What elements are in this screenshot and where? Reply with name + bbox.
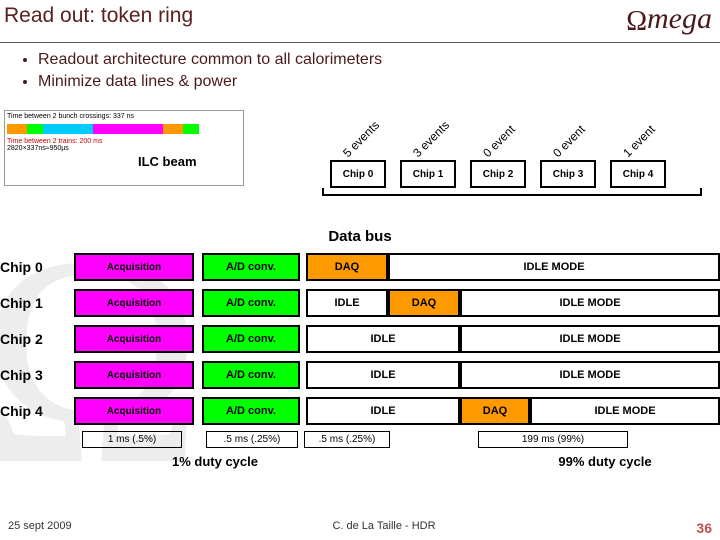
- chip-box: Chip 4: [610, 160, 666, 188]
- chip-box: Chip 2: [470, 160, 526, 188]
- idle-cell: IDLE MODE: [460, 325, 720, 353]
- row-label: Chip 3: [0, 361, 74, 389]
- table-row: Chip 4 Acquisition A/D conv. IDLE DAQ ID…: [0, 397, 720, 425]
- event-label: 3 events: [410, 118, 452, 160]
- row-label: Chip 2: [0, 325, 74, 353]
- bullet-list: Readout architecture common to all calor…: [0, 47, 720, 92]
- footer-center: C. de La Taille - HDR: [332, 520, 435, 536]
- timing-adc: .5 ms (.25%): [206, 431, 298, 448]
- daq-cell: DAQ: [460, 397, 530, 425]
- row-label: Chip 4: [0, 397, 74, 425]
- bullet-item: Readout architecture common to all calor…: [38, 49, 720, 71]
- logo-text: mega: [647, 2, 712, 35]
- bus-bracket: [322, 188, 702, 196]
- idle-cell: IDLE MODE: [388, 253, 720, 281]
- daq-cell: DAQ: [306, 253, 388, 281]
- table-row: Chip 3 Acquisition A/D conv. IDLE IDLE M…: [0, 361, 720, 389]
- table-row: Chip 2 Acquisition A/D conv. IDLE IDLE M…: [0, 325, 720, 353]
- acq-cell: Acquisition: [74, 325, 194, 353]
- event-label: 0 event: [480, 122, 518, 160]
- table-row: Chip 1 Acquisition A/D conv. IDLE DAQ ID…: [0, 289, 720, 317]
- chip-box: Chip 1: [400, 160, 456, 188]
- timing-legend: 1 ms (.5%) .5 ms (.25%) .5 ms (.25%) 199…: [0, 431, 720, 448]
- omega-icon: Ω: [626, 6, 647, 37]
- chip-box: Chip 0: [330, 160, 386, 188]
- row-label: Chip 1: [0, 289, 74, 317]
- acq-cell: Acquisition: [74, 253, 194, 281]
- timing-daq: .5 ms (.25%): [304, 431, 390, 448]
- duty-cycle-row: 1% duty cycle 99% duty cycle: [0, 454, 720, 469]
- timing-acq: 1 ms (.5%): [82, 431, 182, 448]
- data-bus-label: Data bus: [0, 228, 720, 245]
- beam-caption: Time between 2 trains: 200 ms: [7, 138, 241, 145]
- adc-cell: A/D conv.: [202, 253, 300, 281]
- beam-caption: Time between 2 bunch crossings: 337 ns: [7, 113, 241, 120]
- duty-right: 99% duty cycle: [490, 454, 720, 469]
- omega-logo: Ωmega: [626, 2, 712, 38]
- adc-cell: A/D conv.: [202, 289, 300, 317]
- adc-cell: A/D conv.: [202, 325, 300, 353]
- duty-left: 1% duty cycle: [130, 454, 300, 469]
- idle-cell: IDLE: [306, 325, 460, 353]
- idle-cell: IDLE MODE: [460, 289, 720, 317]
- table-row: Chip 0 Acquisition A/D conv. DAQ IDLE MO…: [0, 253, 720, 281]
- footer: 25 sept 2009 C. de La Taille - HDR 36: [0, 520, 720, 536]
- acq-cell: Acquisition: [74, 289, 194, 317]
- beam-timing-diagram: Time between 2 bunch crossings: 337 ns T…: [4, 110, 244, 186]
- beam-caption: 2820×337ns≈950µs: [7, 145, 241, 152]
- event-label: 1 event: [620, 122, 658, 160]
- daq-cell: DAQ: [388, 289, 460, 317]
- footer-date: 25 sept 2009: [8, 520, 72, 536]
- event-label: 0 event: [550, 122, 588, 160]
- adc-cell: A/D conv.: [202, 361, 300, 389]
- idle-cell: IDLE: [306, 361, 460, 389]
- idle-cell: IDLE: [306, 397, 460, 425]
- row-label: Chip 0: [0, 253, 74, 281]
- ilc-beam-label: ILC beam: [138, 154, 197, 169]
- idle-cell: IDLE: [306, 289, 388, 317]
- timing-table: Chip 0 Acquisition A/D conv. DAQ IDLE MO…: [0, 253, 720, 425]
- bullet-item: Minimize data lines & power: [38, 71, 720, 93]
- chip-box: Chip 3: [540, 160, 596, 188]
- page-number: 36: [696, 520, 712, 536]
- event-label: 5 events: [340, 118, 382, 160]
- timing-idle: 199 ms (99%): [478, 431, 628, 448]
- acq-cell: Acquisition: [74, 397, 194, 425]
- acq-cell: Acquisition: [74, 361, 194, 389]
- adc-cell: A/D conv.: [202, 397, 300, 425]
- idle-cell: IDLE MODE: [460, 361, 720, 389]
- divider: [0, 42, 720, 43]
- page-title: Read out: token ring: [4, 4, 193, 28]
- chip-row: Chip 0 Chip 1 Chip 2 Chip 3 Chip 4: [330, 160, 666, 188]
- idle-cell: IDLE MODE: [530, 397, 720, 425]
